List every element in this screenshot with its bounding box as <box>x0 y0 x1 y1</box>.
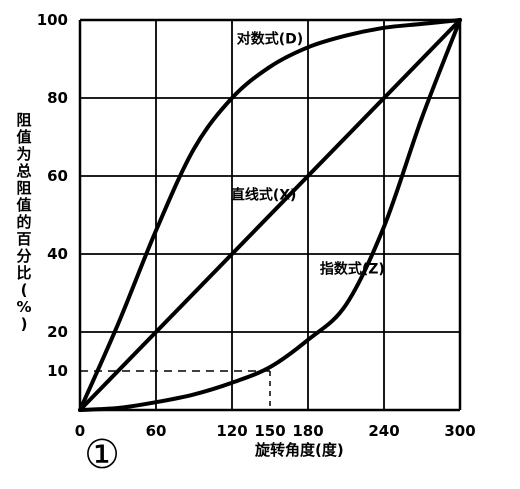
figure-number: ① <box>84 432 120 478</box>
y-axis-label-char: 为 <box>16 145 31 163</box>
y-axis-label-char: 分 <box>16 247 31 265</box>
x-tick-label: 300 <box>444 422 475 440</box>
x-axis-label: 旋转角度(度) <box>254 441 344 459</box>
series-log-curve <box>78 18 462 412</box>
curve-label: 指数式(Z) <box>320 261 385 278</box>
y-axis-label-char: 的 <box>16 213 31 231</box>
series-group <box>78 18 462 412</box>
y-axis-label-char: 阻 <box>16 111 31 129</box>
series-linear-line <box>78 18 462 412</box>
y-axis-label-char: 值 <box>16 196 31 214</box>
y-tick-label: 60 <box>47 167 68 185</box>
series-exp-curve <box>78 18 462 412</box>
curve-label: 直线式(X) <box>231 186 297 203</box>
x-tick-label: 60 <box>146 422 167 440</box>
y-tick-label: 20 <box>47 323 68 341</box>
y-tick-label: 80 <box>47 89 68 107</box>
x-tick-label: 0 <box>75 422 85 440</box>
curve-label: 对数式(D) <box>237 30 303 47</box>
y-axis-label-char: ( <box>21 281 28 299</box>
y-tick-label: 10 <box>47 362 68 380</box>
y-axis-label-char: 值 <box>16 128 31 146</box>
x-tick-labels: 0 60 120 150 180 240 300 <box>75 422 476 440</box>
curve-labels: 对数式(D) 直线式(X) 指数式(Z) <box>231 30 385 277</box>
y-tick-label: 40 <box>47 245 68 263</box>
x-tick-label: 120 <box>216 422 247 440</box>
y-axis-label-char: % <box>16 298 31 316</box>
x-tick-label: 180 <box>292 422 323 440</box>
y-axis-label-char: 总 <box>16 162 31 180</box>
y-axis-label-char: 阻 <box>16 179 31 197</box>
reference-lines <box>80 370 271 410</box>
x-tick-label: 240 <box>368 422 399 440</box>
grid <box>78 18 462 412</box>
y-tick-label: 100 <box>37 11 68 29</box>
y-tick-labels: 10 20 40 60 80 100 <box>37 11 68 380</box>
x-tick-label: 150 <box>254 422 285 440</box>
y-axis-label-char: 比 <box>16 264 31 282</box>
y-axis-label-char: 百 <box>16 230 31 248</box>
y-axis-label-char: ) <box>21 315 28 333</box>
